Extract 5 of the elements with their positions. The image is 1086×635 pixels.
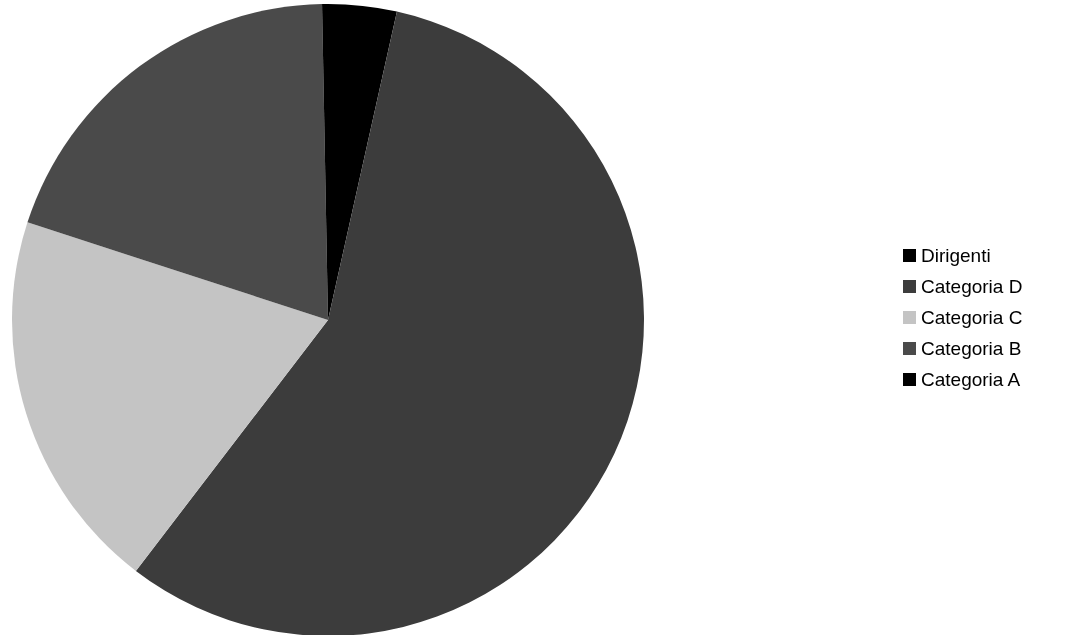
legend-label: Categoria A [921,369,1021,390]
legend-label: Categoria B [921,338,1022,359]
legend-label: Categoria C [921,307,1023,328]
legend-label: Dirigenti [921,245,991,266]
legend-label: Categoria D [921,276,1023,297]
